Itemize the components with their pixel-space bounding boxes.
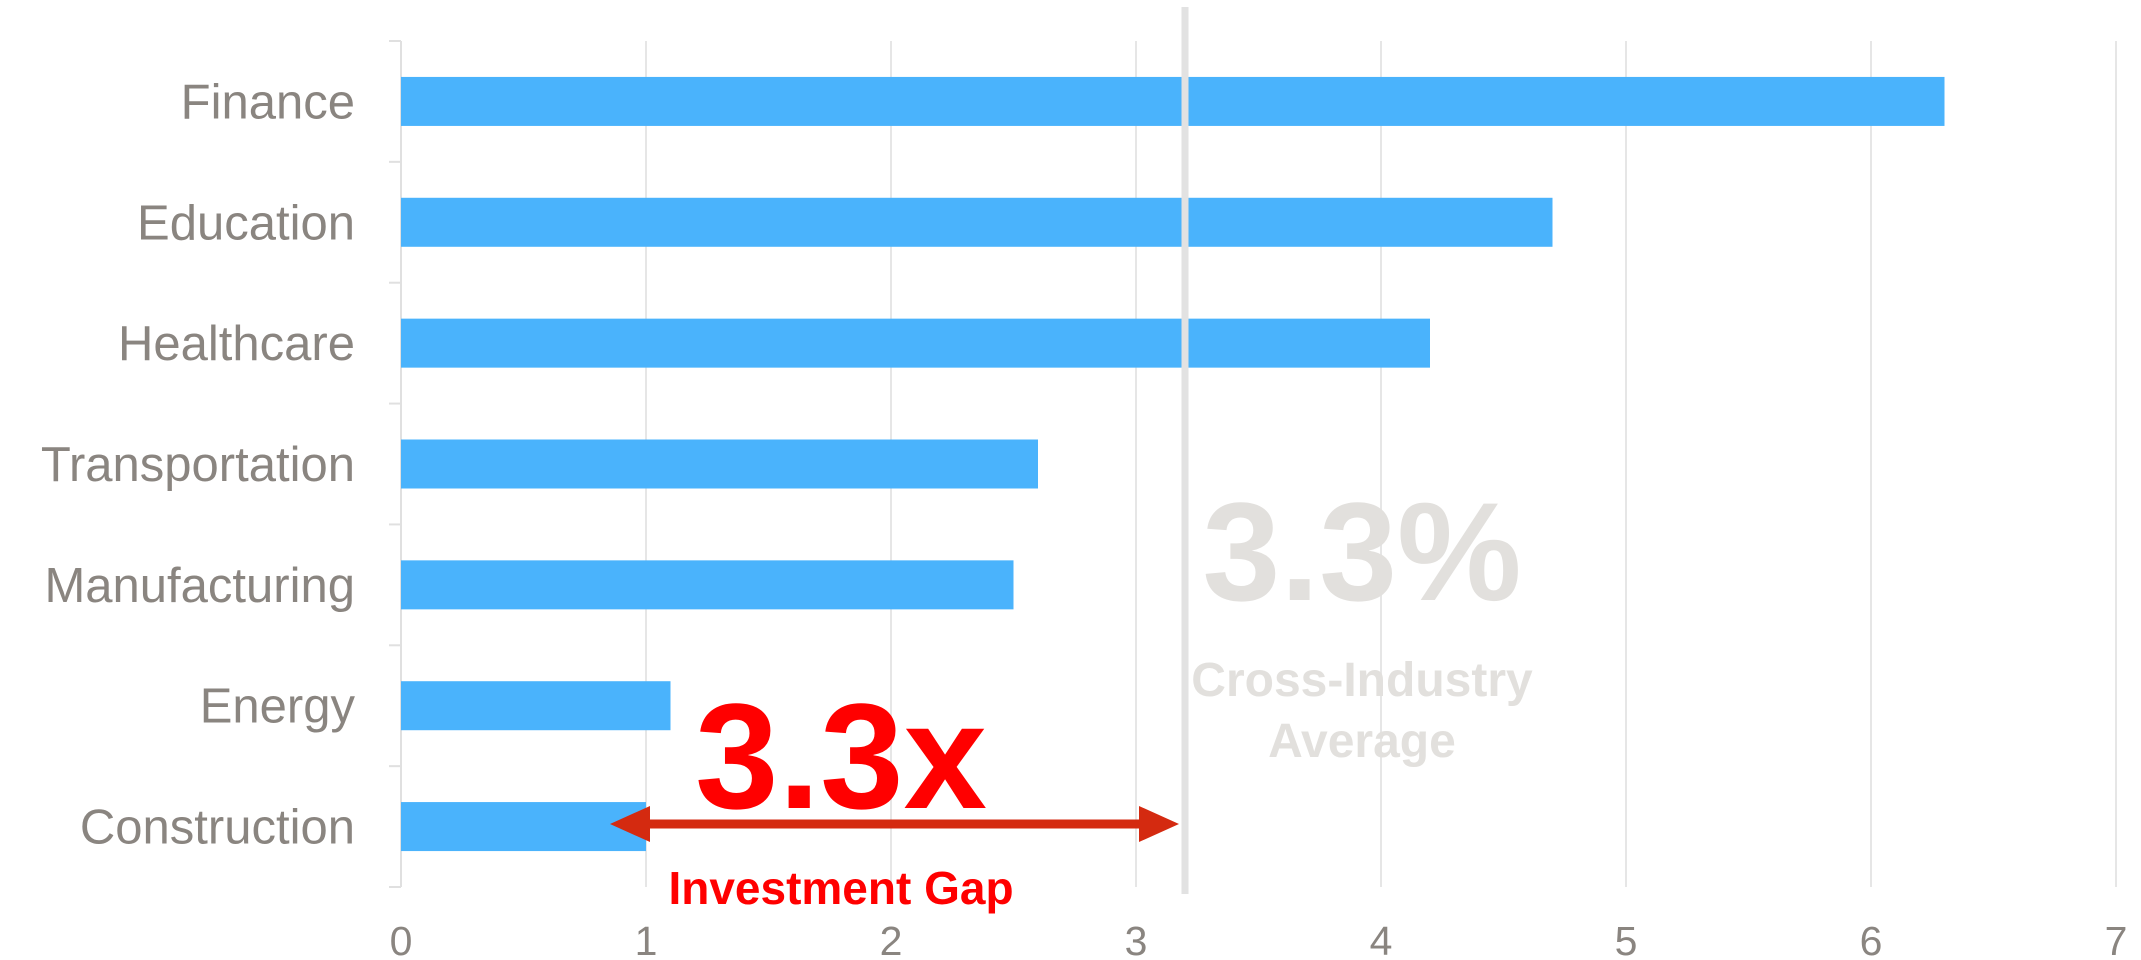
- x-tick-label: 1: [635, 918, 658, 960]
- x-tick-label: 4: [1370, 918, 1393, 960]
- bar: [401, 681, 671, 731]
- bar: [401, 76, 1945, 126]
- x-tick-label: 7: [2105, 918, 2128, 960]
- x-tick-label: 3: [1125, 918, 1148, 960]
- gap-caption: Investment Gap: [668, 862, 1013, 914]
- reference-label: 3.3%: [1202, 473, 1521, 630]
- y-tick-label: Healthcare: [118, 317, 355, 371]
- x-tick-label: 2: [880, 918, 903, 960]
- x-tick-label: 6: [1860, 918, 1883, 960]
- x-tick-label: 0: [390, 918, 413, 960]
- arrow-head: [610, 806, 650, 842]
- bar: [401, 318, 1430, 368]
- bar: [401, 802, 646, 852]
- y-tick-label: Transportation: [41, 438, 355, 492]
- y-tick-label: Energy: [200, 680, 356, 734]
- reference-note: Cross-Industry Average: [1191, 654, 1533, 768]
- y-tick-label: Finance: [181, 75, 355, 129]
- y-tick-label: Education: [137, 196, 355, 250]
- bar: [401, 197, 1553, 247]
- y-tick-label: Construction: [80, 801, 355, 855]
- arrow-head: [1139, 806, 1179, 842]
- gap-label: 3.3x: [695, 672, 987, 840]
- y-tick-label: Manufacturing: [44, 559, 355, 613]
- bar: [401, 439, 1038, 489]
- x-tick-label: 5: [1615, 918, 1638, 960]
- bar: [401, 560, 1014, 610]
